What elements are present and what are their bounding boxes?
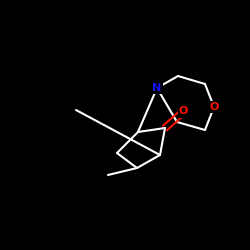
Text: O: O	[179, 106, 188, 117]
Text: O: O	[209, 102, 219, 112]
Text: N: N	[152, 83, 162, 93]
